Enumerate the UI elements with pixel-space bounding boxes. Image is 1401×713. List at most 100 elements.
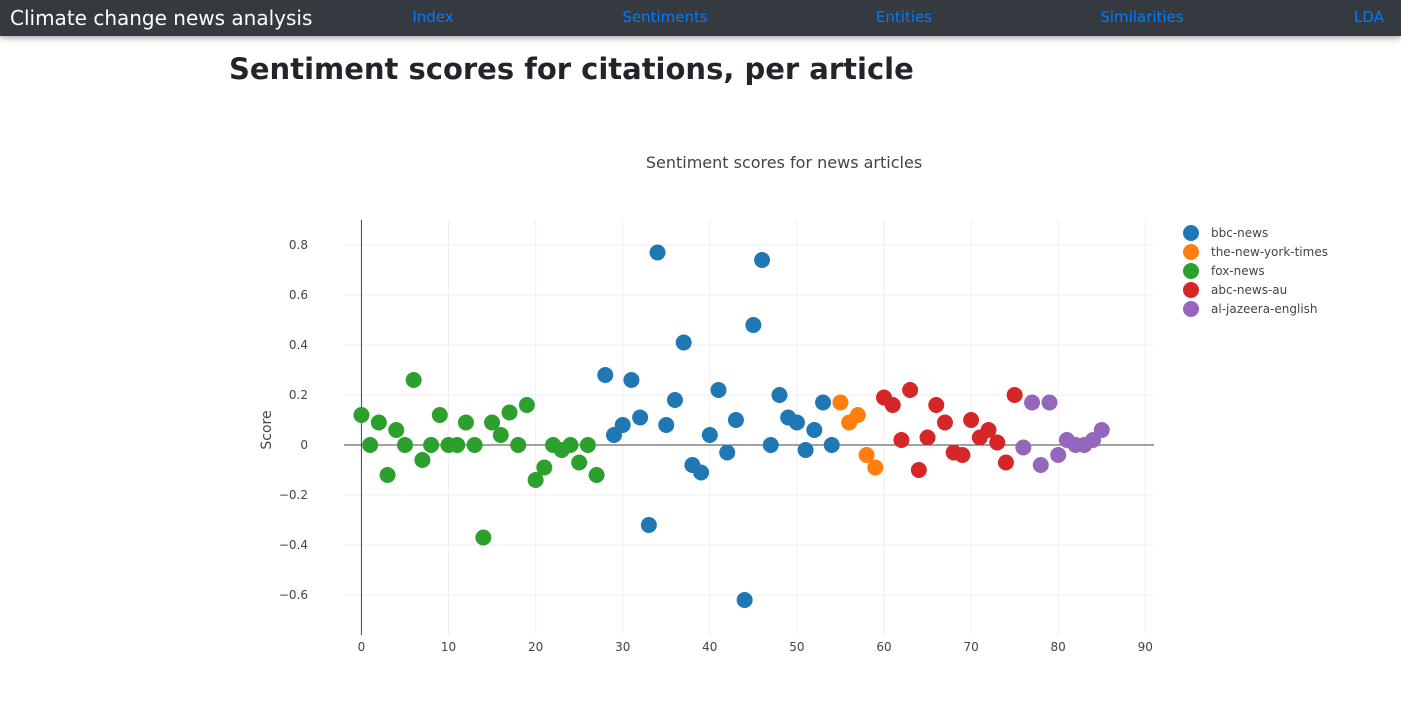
legend-label-al-jazeera-english[interactable]: al-jazeera-english	[1211, 302, 1318, 316]
legend-marker-al-jazeera-english[interactable]	[1183, 301, 1199, 317]
data-point-abc-news-au[interactable]	[989, 434, 1006, 451]
data-point-fox-news[interactable]	[457, 414, 474, 431]
data-point-fox-news[interactable]	[414, 452, 431, 468]
data-point-fox-news[interactable]	[475, 529, 492, 546]
data-point-bbc-news[interactable]	[727, 412, 744, 428]
x-tick-label: 20	[528, 640, 543, 654]
data-point-the-new-york-times[interactable]	[867, 459, 884, 476]
data-point-fox-news[interactable]	[588, 467, 605, 483]
legend-label-fox-news[interactable]: fox-news	[1211, 264, 1265, 278]
legend-label-bbc-news[interactable]: bbc-news	[1211, 226, 1268, 240]
data-point-bbc-news[interactable]	[754, 252, 771, 268]
data-point-bbc-news[interactable]	[675, 334, 692, 351]
legend-marker-bbc-news[interactable]	[1183, 225, 1199, 241]
data-point-fox-news[interactable]	[562, 437, 579, 453]
data-point-al-jazeera-english[interactable]	[1024, 394, 1041, 411]
data-point-abc-news-au[interactable]	[936, 414, 953, 431]
data-point-abc-news-au[interactable]	[919, 429, 936, 446]
data-point-fox-news[interactable]	[518, 397, 535, 413]
data-point-fox-news[interactable]	[431, 407, 448, 423]
data-point-al-jazeera-english[interactable]	[1015, 439, 1032, 456]
data-point-fox-news[interactable]	[527, 472, 544, 488]
data-point-fox-news[interactable]	[449, 437, 466, 453]
data-point-fox-news[interactable]	[396, 437, 413, 453]
brand-title[interactable]: Climate change news analysis	[10, 6, 313, 30]
data-point-bbc-news[interactable]	[632, 409, 649, 426]
data-point-fox-news[interactable]	[571, 454, 588, 471]
data-point-fox-news[interactable]	[492, 427, 509, 443]
data-point-bbc-news[interactable]	[762, 437, 779, 453]
navbar: Climate change news analysis Index Senti…	[0, 0, 1401, 36]
data-point-abc-news-au[interactable]	[963, 412, 980, 428]
data-point-bbc-news[interactable]	[745, 317, 762, 333]
data-point-fox-news[interactable]	[379, 467, 396, 483]
x-tick-label: 10	[441, 640, 456, 654]
legend-label-the-new-york-times[interactable]: the-new-york-times	[1211, 245, 1328, 259]
data-point-abc-news-au[interactable]	[997, 454, 1014, 471]
data-point-bbc-news[interactable]	[806, 422, 823, 438]
data-point-bbc-news[interactable]	[623, 372, 640, 388]
data-point-bbc-news[interactable]	[666, 392, 683, 408]
data-point-bbc-news[interactable]	[701, 427, 718, 443]
data-point-fox-news[interactable]	[536, 459, 553, 476]
data-point-al-jazeera-english[interactable]	[1050, 447, 1067, 463]
data-point-abc-news-au[interactable]	[902, 382, 919, 398]
data-point-fox-news[interactable]	[501, 404, 518, 421]
data-point-fox-news[interactable]	[362, 437, 379, 453]
nav-link-index[interactable]: Index	[412, 8, 454, 26]
data-point-bbc-news[interactable]	[710, 382, 727, 398]
data-point-bbc-news[interactable]	[815, 394, 832, 411]
data-point-fox-news[interactable]	[510, 437, 527, 453]
data-point-the-new-york-times[interactable]	[858, 447, 875, 463]
data-point-bbc-news[interactable]	[719, 444, 736, 461]
data-point-bbc-news[interactable]	[771, 387, 788, 403]
data-point-bbc-news[interactable]	[823, 437, 840, 453]
nav-link-sentiments[interactable]: Sentiments	[622, 8, 708, 26]
data-point-the-new-york-times[interactable]	[832, 394, 849, 411]
legend-marker-fox-news[interactable]	[1183, 263, 1199, 279]
data-point-al-jazeera-english[interactable]	[1093, 422, 1110, 438]
data-point-bbc-news[interactable]	[797, 442, 814, 458]
data-point-al-jazeera-english[interactable]	[1041, 394, 1058, 411]
data-point-the-new-york-times[interactable]	[849, 407, 866, 423]
legend-marker-abc-news-au[interactable]	[1183, 282, 1199, 298]
data-point-fox-news[interactable]	[423, 437, 440, 453]
data-point-abc-news-au[interactable]	[1006, 387, 1023, 403]
chart-points	[353, 244, 1110, 608]
data-point-fox-news[interactable]	[388, 422, 405, 438]
x-tick-label: 40	[702, 640, 717, 654]
data-point-fox-news[interactable]	[579, 437, 596, 453]
data-point-fox-news[interactable]	[466, 437, 483, 453]
data-point-fox-news[interactable]	[370, 414, 387, 431]
nav-link-lda[interactable]: LDA	[1354, 8, 1384, 26]
data-point-bbc-news[interactable]	[788, 414, 805, 431]
legend-marker-the-new-york-times[interactable]	[1183, 244, 1199, 260]
data-point-abc-news-au[interactable]	[884, 397, 901, 413]
data-point-abc-news-au[interactable]	[928, 397, 945, 413]
data-point-abc-news-au[interactable]	[910, 462, 927, 478]
data-point-fox-news[interactable]	[484, 414, 501, 431]
data-point-abc-news-au[interactable]	[954, 447, 971, 463]
data-point-bbc-news[interactable]	[693, 464, 710, 481]
data-point-al-jazeera-english[interactable]	[1032, 457, 1049, 473]
y-tick-label: 0.4	[289, 338, 308, 352]
data-point-bbc-news[interactable]	[649, 244, 666, 261]
y-tick-label: 0.6	[289, 288, 308, 302]
nav-link-similarities[interactable]: Similarities	[1100, 8, 1184, 26]
data-point-abc-news-au[interactable]	[980, 422, 997, 438]
x-tick-label: 0	[358, 640, 366, 654]
data-point-bbc-news[interactable]	[640, 517, 657, 533]
y-tick-label: 0	[300, 438, 308, 452]
data-point-bbc-news[interactable]	[614, 417, 631, 433]
data-point-bbc-news[interactable]	[597, 367, 614, 383]
nav-link-entities[interactable]: Entities	[875, 8, 933, 26]
data-point-bbc-news[interactable]	[658, 417, 675, 433]
legend-label-abc-news-au[interactable]: abc-news-au	[1211, 283, 1287, 297]
x-tick-label: 30	[615, 640, 630, 654]
data-point-abc-news-au[interactable]	[893, 432, 910, 448]
data-point-bbc-news[interactable]	[736, 592, 753, 608]
data-point-fox-news[interactable]	[353, 407, 370, 423]
data-point-fox-news[interactable]	[405, 372, 422, 388]
page-title: Sentiment scores for citations, per arti…	[229, 52, 914, 86]
